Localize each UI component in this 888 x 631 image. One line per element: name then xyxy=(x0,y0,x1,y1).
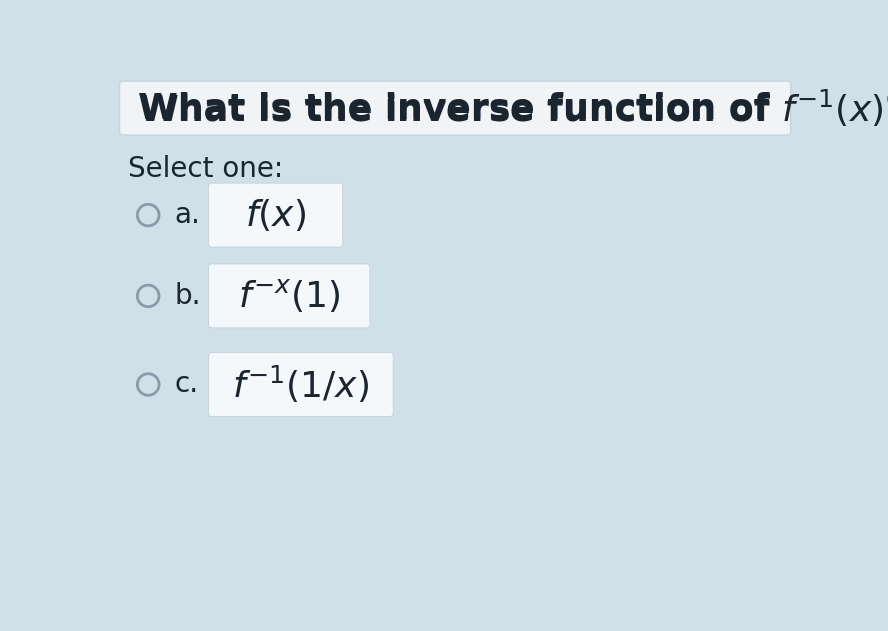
Circle shape xyxy=(138,374,159,395)
FancyBboxPatch shape xyxy=(209,183,343,247)
FancyBboxPatch shape xyxy=(209,353,393,416)
Text: $f(x)$: $f(x)$ xyxy=(245,197,306,233)
Text: $f^{-x}(1)$: $f^{-x}(1)$ xyxy=(238,278,340,314)
Text: $f^{-1}(1/x)$: $f^{-1}(1/x)$ xyxy=(233,364,369,405)
Text: Select one:: Select one: xyxy=(128,155,283,183)
Text: What is the inverse function of $f^{-1}(x)$?: What is the inverse function of $f^{-1}(… xyxy=(139,88,888,129)
Text: c.: c. xyxy=(175,370,199,399)
Text: b.: b. xyxy=(175,282,201,310)
Text: What is the inverse function of: What is the inverse function of xyxy=(139,91,782,125)
Circle shape xyxy=(138,204,159,226)
Circle shape xyxy=(138,285,159,307)
FancyBboxPatch shape xyxy=(209,264,369,328)
Text: a.: a. xyxy=(175,201,201,229)
FancyBboxPatch shape xyxy=(120,81,790,135)
